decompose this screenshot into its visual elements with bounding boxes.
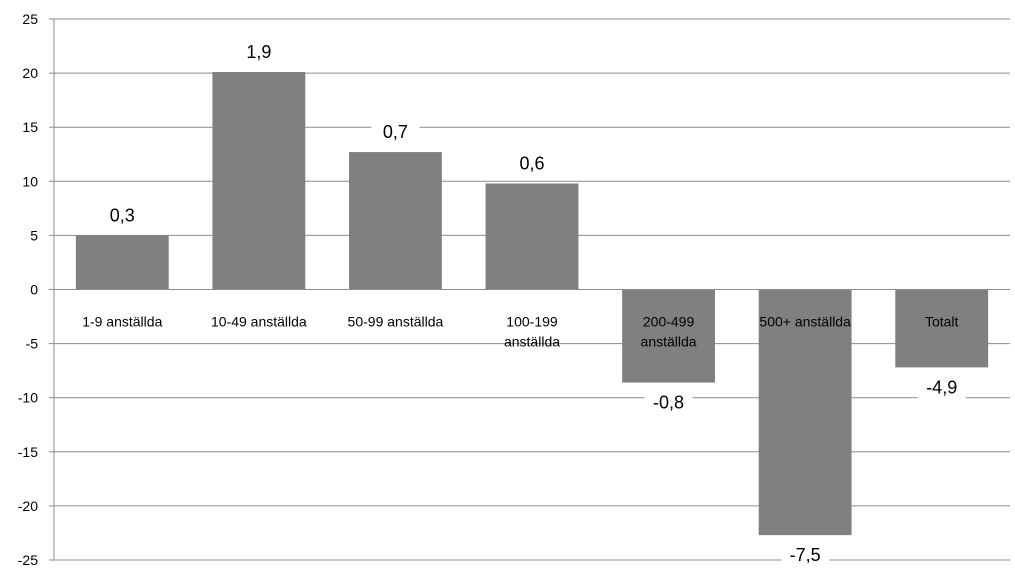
bar	[895, 289, 989, 368]
category-label: 100-199 anställda	[504, 314, 560, 350]
data-label: -4,9	[926, 377, 957, 397]
y-tick-label: -15	[18, 444, 38, 460]
y-tick-label: -5	[26, 336, 39, 352]
data-label: -0,8	[653, 393, 684, 413]
category-label: 500+ anställda	[759, 314, 851, 330]
axes: 25 20 15 10 5 0 -5 -10 -15 -20 -25	[18, 11, 1010, 568]
category-label: 10-49 anställda	[211, 314, 307, 330]
y-tick-label: -10	[18, 390, 38, 406]
bar	[758, 289, 852, 536]
data-label-background	[98, 203, 147, 228]
data-labels: 0,3 1,9 0,7 0,6 -0,8 -7,5 -4,9	[98, 40, 966, 568]
data-label: 0,3	[110, 205, 135, 225]
bar	[348, 152, 442, 290]
category-label: Totalt	[925, 314, 959, 330]
y-tick-label: 25	[22, 11, 38, 27]
y-tick-label: 15	[22, 119, 38, 135]
y-tick-label: 0	[30, 282, 38, 298]
data-label: 0,7	[383, 122, 408, 142]
data-label: 0,6	[519, 153, 544, 173]
y-tick-label: -25	[18, 552, 38, 568]
category-label-line: 50-99 anställda	[348, 314, 444, 330]
data-label-background	[781, 543, 830, 568]
y-tick-label: -20	[18, 498, 38, 514]
data-label: -7,5	[790, 545, 821, 565]
data-label-background	[917, 375, 966, 400]
data-label: 1,9	[246, 42, 271, 62]
category-label: 1-9 anställda	[82, 314, 162, 330]
category-label-line: anställda	[641, 334, 697, 350]
bar	[622, 289, 716, 383]
data-label-background	[234, 40, 283, 65]
category-label-line: 1-9 anställda	[82, 314, 162, 330]
category-labels: 1-9 anställda 10-49 anställda 50-99 anstäl…	[82, 314, 958, 350]
y-tick-label: 20	[22, 65, 38, 81]
data-label-background	[371, 120, 420, 145]
category-label-line: 500+ anställda	[759, 314, 851, 330]
y-tick-label: 5	[30, 227, 38, 243]
bar	[485, 183, 579, 290]
y-tick-label: 10	[22, 173, 38, 189]
data-label-background	[508, 151, 556, 176]
category-label-line: Totalt	[925, 314, 959, 330]
category-label: 200-499 anställda	[641, 314, 697, 350]
category-label-line: anställda	[504, 334, 560, 350]
bar	[75, 235, 169, 290]
data-label-background	[644, 390, 693, 415]
category-label-line: 10-49 anställda	[211, 314, 307, 330]
category-label: 50-99 anställda	[348, 314, 444, 330]
bar	[212, 72, 306, 290]
category-label-line: 100-199	[506, 314, 558, 330]
category-label-line: 200-499	[643, 314, 695, 330]
bars	[75, 72, 989, 536]
